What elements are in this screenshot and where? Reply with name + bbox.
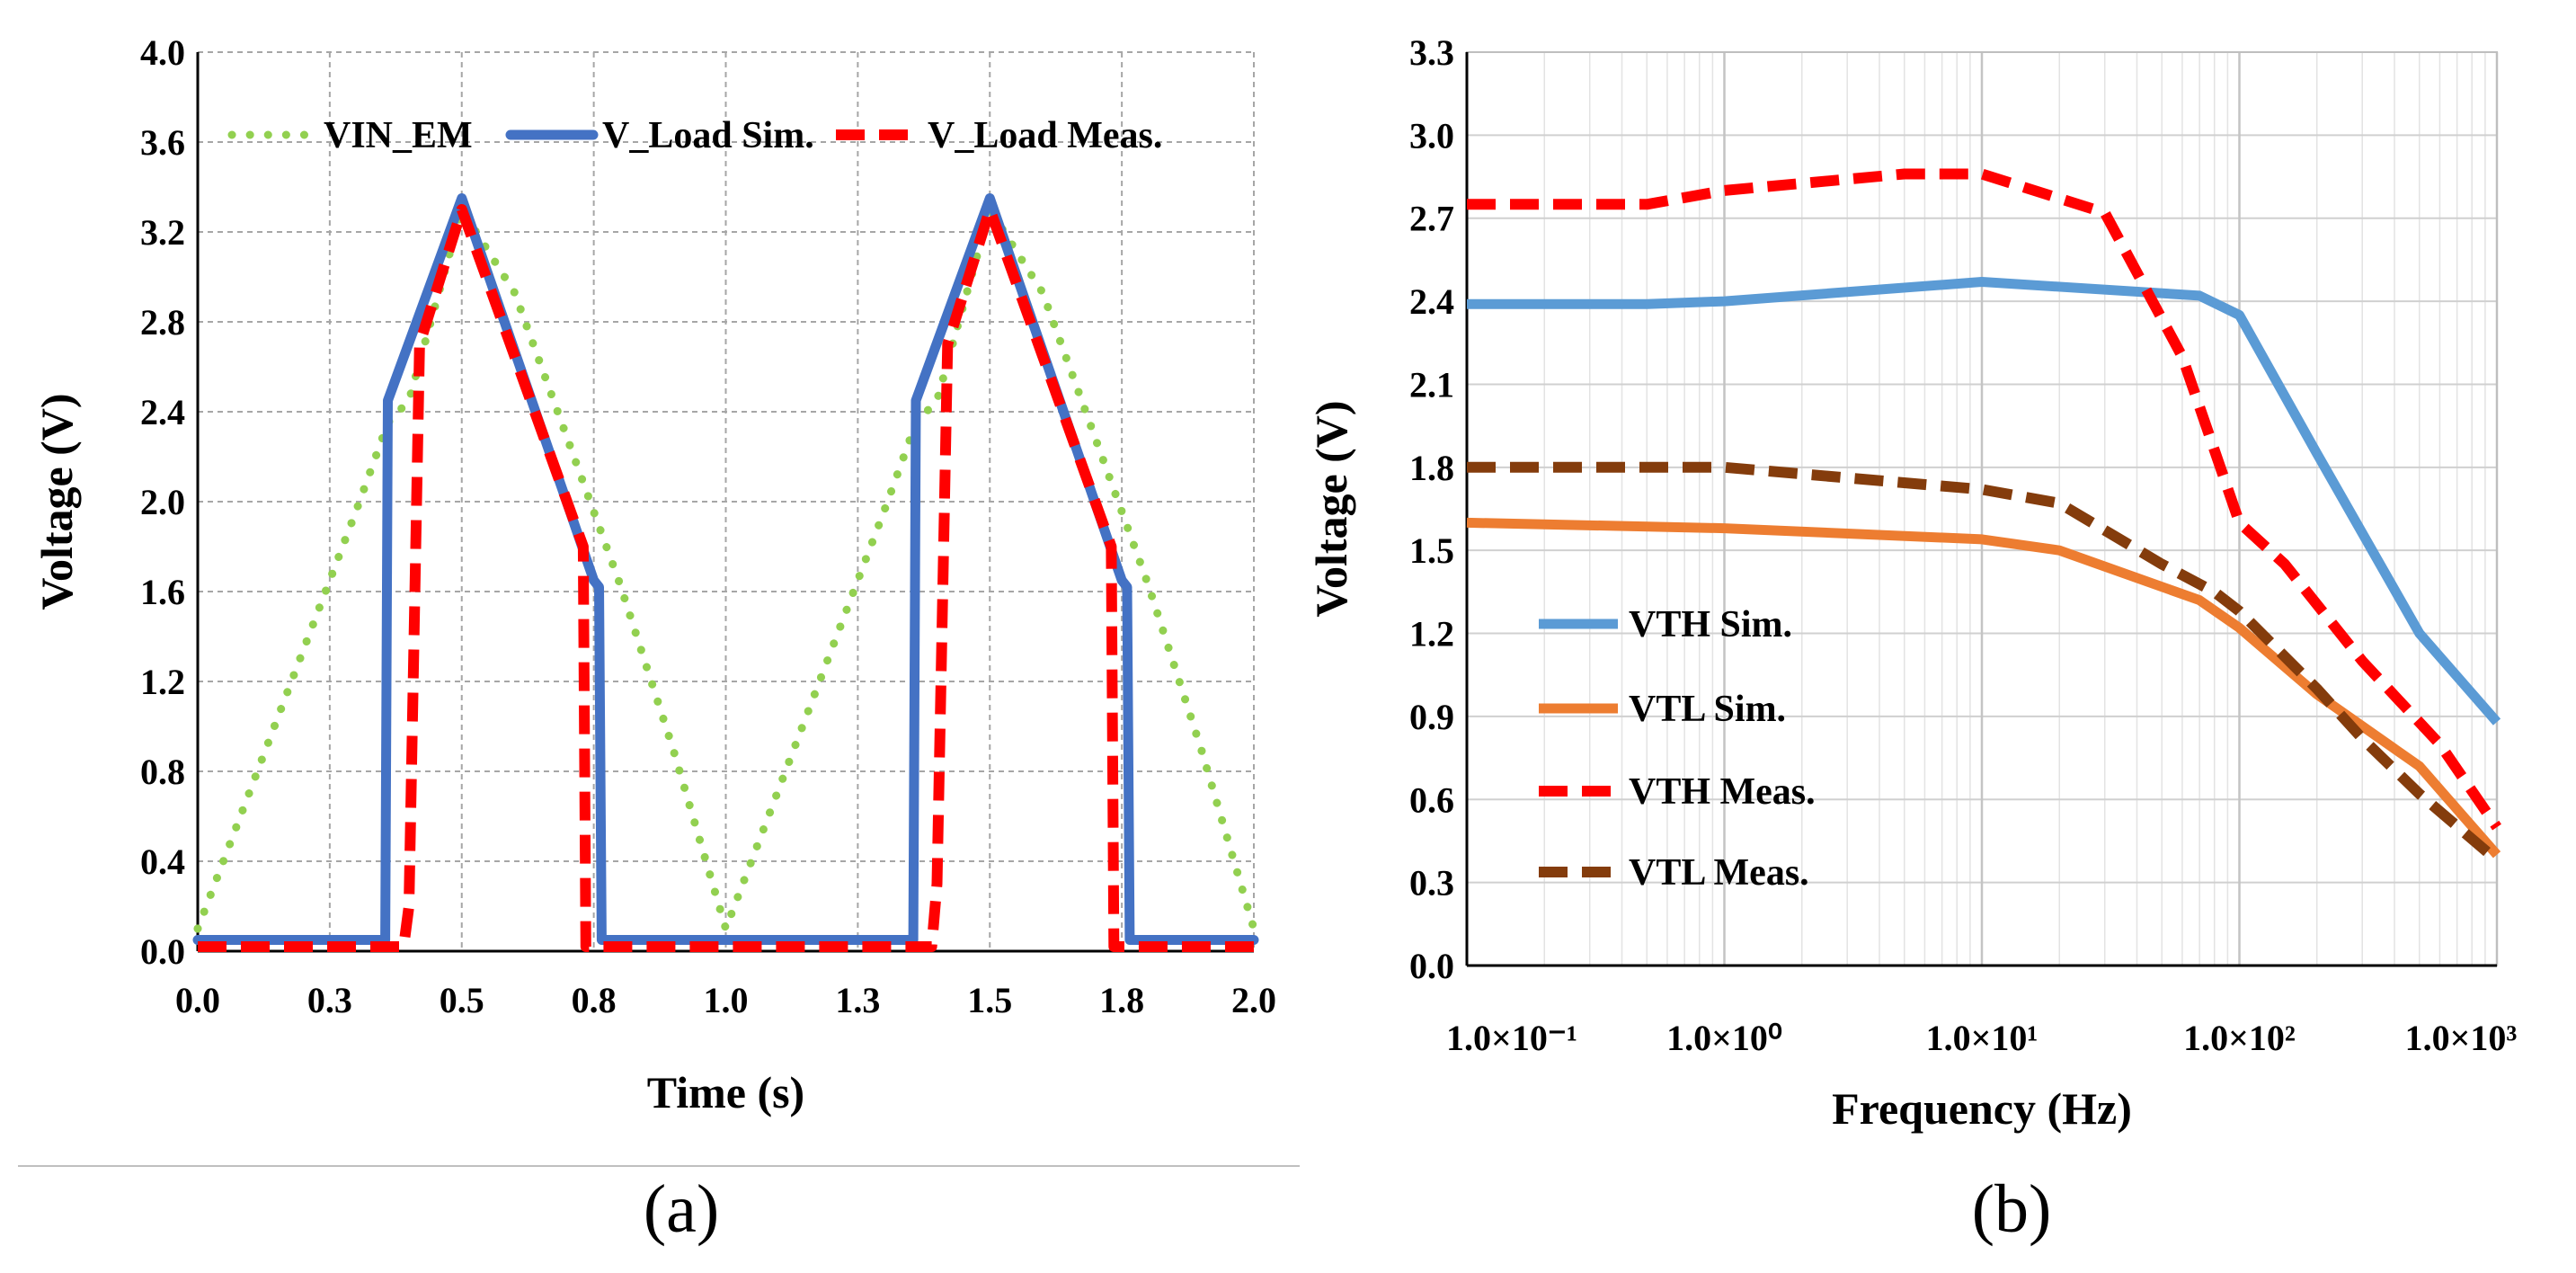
y-tick-label: 3.6 [140,122,185,163]
x-tick-label: 1.0 [704,980,749,1020]
y-tick-label: 2.8 [140,302,185,343]
x-tick-label: 0.5 [440,980,484,1020]
series-line-vin-em [193,205,1258,933]
x-tick-label: 0.8 [572,980,617,1020]
x-tick-label: 0.3 [307,980,352,1020]
y-tick-label: 2.4 [1409,281,1454,322]
y-tick-label: 0.0 [1409,946,1454,986]
y-tick-label: 0.3 [1409,863,1454,904]
caption-b: (b) [1972,1171,2052,1247]
y-tick-label: 2.7 [1409,199,1454,239]
y-tick-label: 0.4 [140,841,185,882]
y-tick-label: 2.4 [140,392,185,432]
y-tick-label: 3.0 [1409,115,1454,156]
x-tick-label: 1.0×10² [2183,1018,2296,1058]
legend-label: VTL Meas. [1629,852,1809,894]
x-tick-label: 1.3 [835,980,880,1020]
series-line-v-load-sim [192,193,1259,945]
y-tick-label: 4.0 [140,32,185,73]
series-line-vth-meas [1467,168,2501,831]
x-tick-label: 1.8 [1099,980,1144,1020]
x-axis-title: Time (s) [647,1067,804,1117]
series-line-vtl-meas [1467,461,2500,865]
y-tick-label: 1.6 [140,572,185,612]
y-tick-label: 1.8 [1409,448,1454,488]
y-tick-label: 0.8 [140,752,185,792]
y-tick-label: 0.9 [1409,697,1454,737]
y-tick-label: 2.1 [1409,364,1454,405]
x-tick-label: 1.5 [967,980,1012,1020]
y-axis-title: Voltage (V) [1306,400,1356,617]
x-tick-label: 1.0×10¹ [1926,1018,2039,1058]
x-tick-label: 1.0×10⁰ [1666,1018,1782,1058]
x-tick-label: 2.0 [1231,980,1276,1020]
legend-label: V_Load Sim. [602,115,814,156]
series-line-vtl-sim [1466,517,2501,859]
y-tick-label: 0.0 [140,931,185,972]
chart-a: 0.0 0.4 0.8 1.2 1.6 2.0 2.4 2.8 3.2 3.6 4.0 0.0 0.3 0… [31,32,1276,1117]
series-line-vth-sim [1467,277,2501,726]
legend-label: VTH Sim. [1629,604,1792,645]
y-tick-label: 1.2 [1409,614,1454,654]
series-line-v-load-meas [198,204,1254,952]
x-tick-label: 1.0×10³ [2405,1018,2518,1058]
y-tick-label: 2.0 [140,482,185,522]
y-tick-label: 0.6 [1409,779,1454,820]
x-tick-label: 1.0×10⁻¹ [1446,1018,1577,1058]
legend-label: VTL Sim. [1629,689,1786,730]
legend-label: VTH Meas. [1629,771,1816,813]
y-axis-title: Voltage (V) [31,393,82,610]
y-tick-label: 1.5 [1409,530,1454,571]
y-tick-label: 1.2 [140,662,185,702]
caption-a: (a) [644,1171,719,1247]
legend-label: VIN_EM [324,115,473,156]
x-axis-title: Frequency (Hz) [1832,1083,2132,1134]
x-tick-label: 0.0 [175,980,220,1020]
chart-b: 0.0 0.3 0.6 0.9 1.2 1.5 1.8 2.1 2.4 2.7 3.0 3.3 1.0×… [1306,32,2517,1134]
y-tick-label: 3.3 [1409,32,1454,73]
legend-label: V_Load Meas. [928,115,1162,156]
y-tick-label: 3.2 [140,212,185,253]
